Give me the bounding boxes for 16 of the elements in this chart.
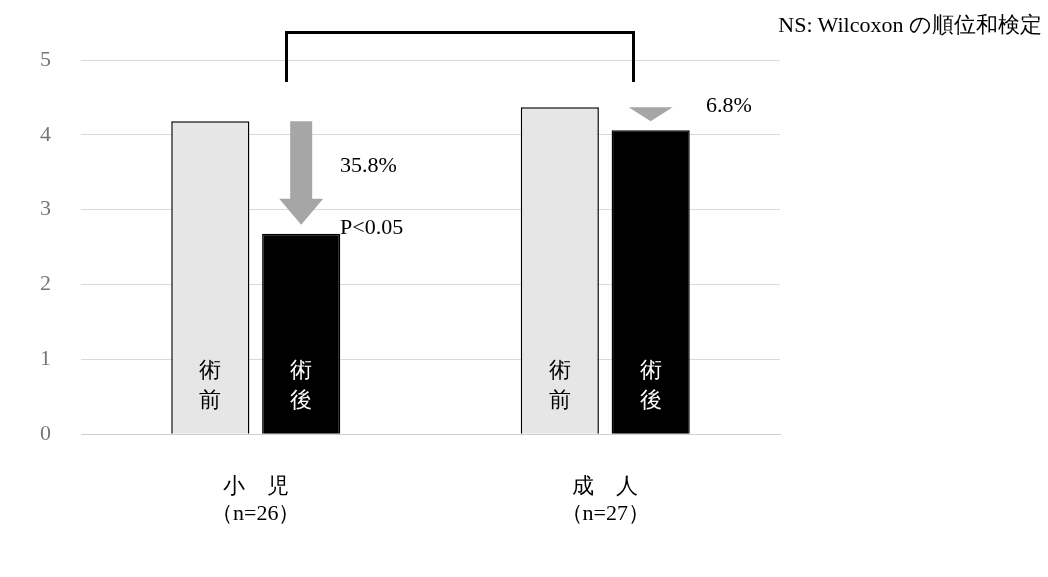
text: 術前 bbox=[548, 357, 571, 413]
text: NS: Wilcoxon の順位和検定 bbox=[778, 11, 1042, 37]
annotation: 6.8% bbox=[706, 91, 752, 117]
annotation: P<0.05 bbox=[340, 213, 404, 239]
series-label: 術後 bbox=[290, 357, 313, 413]
y-tick-label: 1 bbox=[40, 345, 51, 371]
series-label: 術前 bbox=[199, 357, 222, 413]
y-tick-label: 4 bbox=[40, 120, 51, 146]
y-tick-label: 5 bbox=[40, 45, 51, 71]
x-tick-label: 成 人（n=27） bbox=[560, 473, 650, 525]
text: 術後 bbox=[639, 357, 662, 413]
annotation: 35.8% bbox=[340, 151, 397, 177]
y-tick-label: 3 bbox=[40, 195, 51, 221]
y-tick-label: 0 bbox=[40, 419, 51, 445]
x-tick-label: 小 児（n=26） bbox=[211, 473, 301, 525]
y-tick-label: 2 bbox=[40, 270, 51, 296]
